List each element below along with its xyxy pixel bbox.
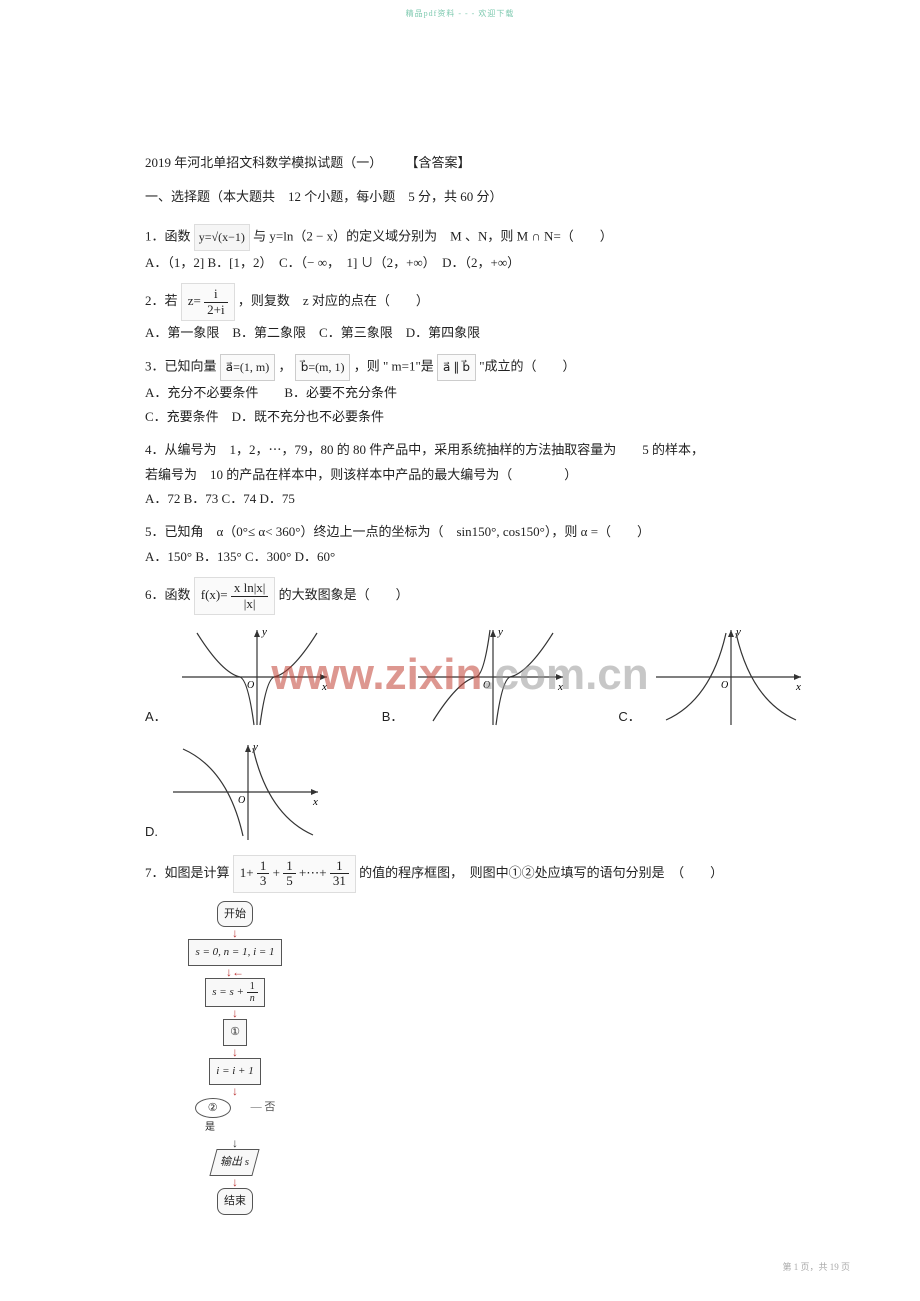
- q6-text-a: 6．函数: [145, 587, 194, 602]
- title-bracket: 【含答案】: [406, 155, 471, 170]
- fc-arrow-1: ↓: [175, 927, 295, 939]
- q6-graph-b: B． y x O: [382, 625, 569, 730]
- svg-text:O: O: [721, 680, 728, 691]
- section-header: 一、选择题（本大题共 12 个小题，每小题 5 分，共 60 分）: [145, 184, 775, 210]
- q6-frac-den: |x|: [231, 597, 269, 611]
- q6-frac-num: x ln|x|: [231, 581, 269, 596]
- page-number: 第 1 页，共 19 页: [782, 1260, 850, 1273]
- question-2: 2．若 z= i 2+i ，则复数 z 对应的点在（ ） A．第一象限 B．第二…: [145, 283, 775, 345]
- svg-text:x: x: [557, 681, 563, 693]
- title-main: 2019 年河北单招文科数学模拟试题（一）: [145, 155, 382, 170]
- q4-line1: 4．从编号为 1，2，⋯，79，80 的 80 件产品中，采用系统抽样的方法抽取…: [145, 438, 775, 463]
- q6-svg-d: y x O: [173, 740, 323, 845]
- svg-text:x: x: [321, 681, 327, 693]
- fc-init: s = 0, n = 1, i = 1: [188, 939, 281, 966]
- question-5: 5．已知角 α（0°≤ α< 360°）终边上一点的坐标为（ sin150°, …: [145, 520, 775, 569]
- svg-text:y: y: [252, 741, 258, 753]
- q3-opt-ab: A．充分不必要条件 B．必要不充分条件: [145, 381, 775, 406]
- q3-vec-parallel: a⃗ ∥ b⃗: [437, 354, 476, 381]
- q3-text-c: "成立的（ ）: [479, 358, 575, 373]
- q2-text-a: 2．若: [145, 293, 181, 308]
- q6-label-c: C．: [618, 705, 640, 730]
- q6-svg-a: y x O: [182, 625, 332, 730]
- q3-text-a: 3．已知向量: [145, 358, 220, 373]
- fc-start: 开始: [217, 901, 253, 928]
- q5-line1: 5．已知角 α（0°≤ α< 360°）终边上一点的坐标为（ sin150°, …: [145, 520, 775, 545]
- q3-comma: ，: [278, 358, 291, 373]
- q3-text-b: ，则 " m=1"是: [354, 358, 437, 373]
- fc-output: 输出 s: [210, 1149, 260, 1176]
- q5-options: A．150° B．135° C．300° D．60°: [145, 545, 775, 570]
- q7-series: 1+ 13 + 15 +⋯+ 131: [233, 855, 356, 893]
- svg-text:y: y: [261, 626, 267, 638]
- q3-vec-a: a⃗=(1, m): [220, 354, 275, 381]
- fc-yes-label: 是: [205, 1118, 215, 1137]
- q4-line2: 若编号为 10 的产品在样本中，则该样本中产品的最大编号为（ ）: [145, 463, 775, 488]
- q6-formula: f(x)= x ln|x| |x|: [194, 577, 276, 615]
- fc-arrow-6: ↓: [175, 1137, 295, 1149]
- fc-circle1: ①: [223, 1019, 247, 1046]
- fc-arrow-3: ↓: [175, 1007, 295, 1019]
- q2-lhs: z=: [188, 293, 201, 308]
- question-7: 7．如图是计算 1+ 13 + 15 +⋯+ 131 的值的程序框图， 则图中①…: [145, 855, 775, 1215]
- q6-svg-b: y x O: [418, 625, 568, 730]
- q6-lhs: f(x)=: [201, 587, 228, 602]
- q7-lhs: 1+: [240, 865, 254, 880]
- q2-fraction: i 2+i: [204, 287, 227, 317]
- q6-graph-row-2: D. y x O: [145, 740, 775, 845]
- q2-formula: z= i 2+i: [181, 283, 235, 321]
- q3-vec-b: b⃗=(m, 1): [295, 354, 351, 381]
- svg-text:O: O: [238, 795, 245, 806]
- q6-text-b: 的大致图象是（ ）: [279, 587, 409, 602]
- fc-end: 结束: [217, 1188, 253, 1215]
- question-3: 3．已知向量 a⃗=(1, m) ， b⃗=(m, 1) ，则 " m=1"是 …: [145, 354, 775, 430]
- question-1: 1．函数 y=√(x−1) 与 y=ln（2 − x）的定义域分别为 M 、N，…: [145, 224, 775, 275]
- page-content: 2019 年河北单招文科数学模拟试题（一） 【含答案】 一、选择题（本大题共 1…: [145, 150, 775, 1223]
- fc-no-branch: — 否: [251, 1097, 276, 1118]
- top-banner: 精品pdf资料 - - - 欢迎下载: [406, 8, 515, 19]
- exam-title: 2019 年河北单招文科数学模拟试题（一） 【含答案】: [145, 150, 775, 176]
- q2-frac-den: 2+i: [204, 303, 227, 317]
- question-6: 6．函数 f(x)= x ln|x| |x| 的大致图象是（ ） A． y x …: [145, 577, 775, 845]
- q6-graph-a: A． y x O: [145, 625, 332, 730]
- svg-text:O: O: [483, 680, 490, 691]
- question-4: 4．从编号为 1，2，⋯，79，80 的 80 件产品中，采用系统抽样的方法抽取…: [145, 438, 775, 512]
- svg-text:y: y: [735, 626, 741, 638]
- q7-text-a: 7．如图是计算: [145, 865, 233, 880]
- q2-options: A．第一象限 B．第二象限 C．第三象限 D．第四象限: [145, 321, 775, 346]
- q6-label-d: D.: [145, 820, 158, 845]
- q3-opt-cd: C．充要条件 D．既不充分也不必要条件: [145, 405, 775, 430]
- flowchart: 开始 ↓ s = 0, n = 1, i = 1 ↓← s = s + 1 n …: [175, 901, 775, 1215]
- q6-graph-c: C． y x O: [618, 625, 805, 730]
- q6-graph-d: D. y x O: [145, 740, 323, 845]
- q1-formula: y=√(x−1): [194, 224, 250, 251]
- q6-fraction: x ln|x| |x|: [231, 581, 269, 611]
- q1-options: A．（1，2] B．[1，2） C．（− ∞， 1] ∪（2，+∞） D．（2，…: [145, 251, 775, 276]
- q6-label-a: A．: [145, 705, 167, 730]
- fc-arrow-2: ↓←: [175, 966, 295, 978]
- svg-text:y: y: [497, 626, 503, 638]
- fc-arrow-7: ↓: [175, 1176, 295, 1188]
- fc-inc: i = i + 1: [209, 1058, 260, 1085]
- q2-frac-num: i: [204, 287, 227, 302]
- q6-label-b: B．: [382, 705, 404, 730]
- fc-circle2: ②: [195, 1098, 231, 1118]
- fc-step: s = s + 1 n: [205, 978, 264, 1007]
- q7-text-b: 的值的程序框图， 则图中①②处应填写的语句分别是 （ ）: [359, 865, 723, 880]
- svg-text:O: O: [247, 680, 254, 691]
- fc-arrow-5: ↓: [175, 1085, 295, 1097]
- q4-options: A．72 B．73 C．74 D．75: [145, 487, 775, 512]
- q1-text-b: 与 y=ln（2 − x）的定义域分别为 M 、N，则 M ∩ N=（ ）: [253, 228, 613, 243]
- q1-text-a: 1．函数: [145, 228, 194, 243]
- q6-svg-c: y x O: [656, 625, 806, 730]
- svg-text:x: x: [795, 681, 801, 693]
- q2-text-b: ，则复数 z 对应的点在（ ）: [238, 293, 429, 308]
- svg-text:x: x: [312, 796, 318, 808]
- q6-graph-row-1: A． y x O B．: [145, 625, 775, 730]
- fc-arrow-4: ↓: [175, 1046, 295, 1058]
